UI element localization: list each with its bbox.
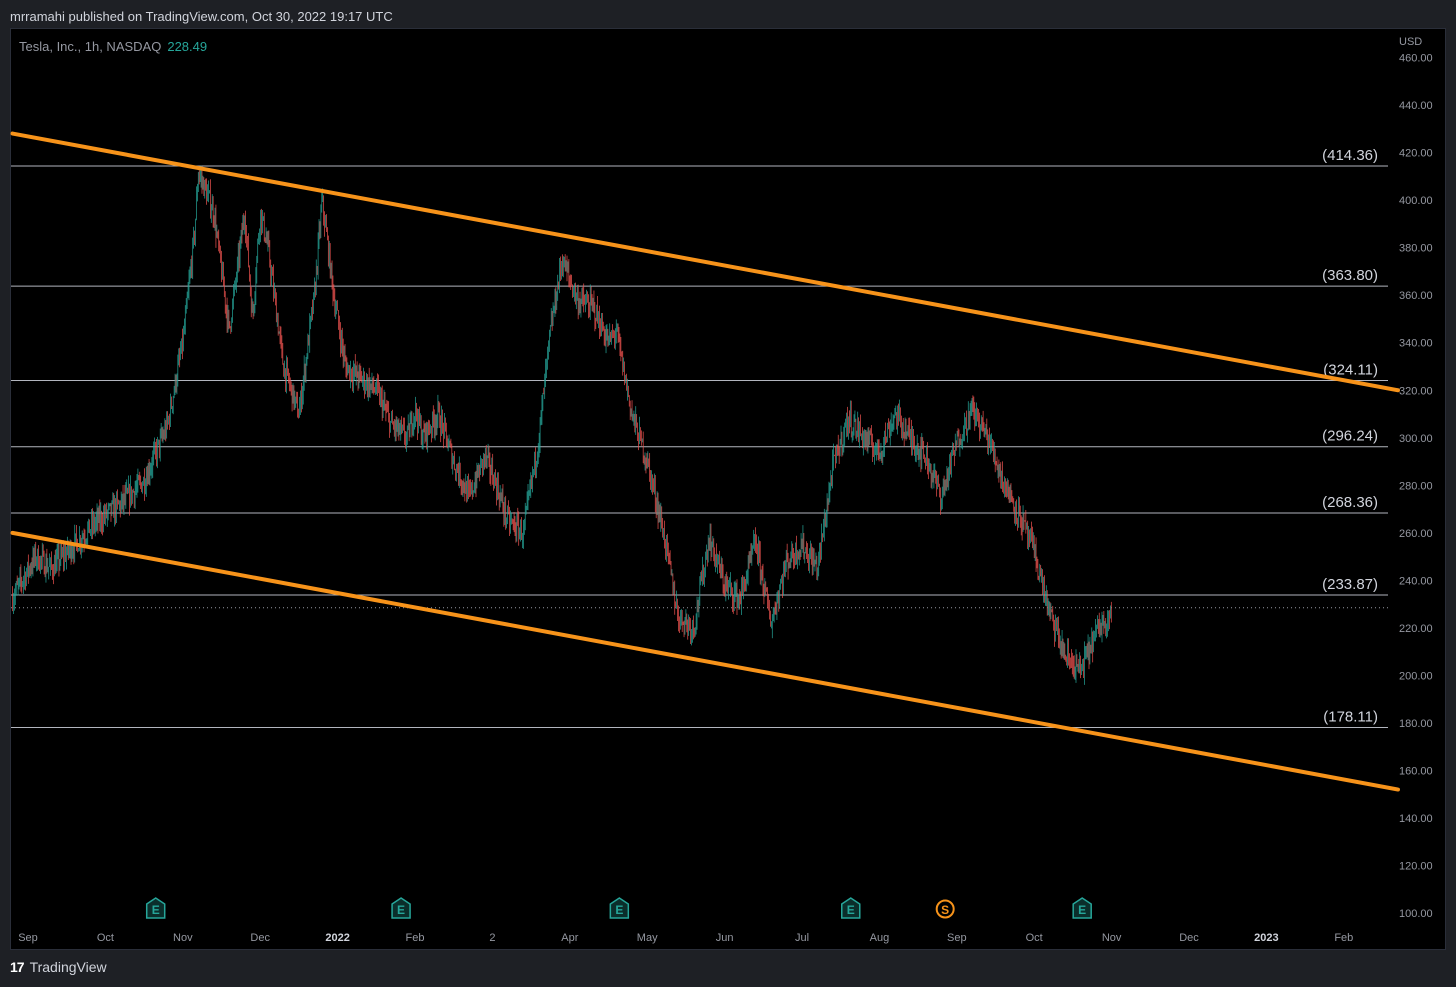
svg-text:E: E [397,903,405,917]
footer-brand[interactable]: 17 TradingView [10,959,107,975]
event-marker: S [935,899,955,919]
x-tick-label: Apr [561,932,578,944]
y-tick-label: 460.00 [1399,53,1433,65]
y-tick-label: 400.00 [1399,195,1433,207]
y-tick-label: 160.00 [1399,766,1433,778]
event-marker: E [1072,897,1092,919]
y-tick-label: 320.00 [1399,385,1433,397]
y-tick-label: 100.00 [1399,908,1433,920]
y-tick-label: 200.00 [1399,670,1433,682]
level-label: (233.87) [1322,576,1378,593]
tradingview-logo-icon: 17 [10,959,25,975]
x-tick-label: 2022 [325,932,349,944]
level-label: (296.24) [1322,428,1378,445]
x-tick-label: May [637,932,658,944]
horizontal-levels: (414.36) (363.80) (324.11) (296.24) (268.36)… [11,147,1388,728]
y-tick-label: 440.00 [1399,100,1433,112]
trendlines [10,131,1400,792]
level-label: (324.11) [1323,361,1378,378]
y-tick-label: 360.00 [1399,290,1433,302]
last-price: 228.49 [167,39,208,54]
event-marker: E [841,897,861,919]
y-tick-label: 260.00 [1399,528,1433,540]
x-tick-label: Dec [250,932,270,944]
y-tick-label: 280.00 [1399,480,1433,492]
x-tick-label: Aug [870,932,890,944]
publisher-header: mrramahi published on TradingView.com, O… [10,9,393,24]
brand-name: TradingView [29,959,107,975]
x-tick-label: Sep [18,932,38,944]
event-marker: E [391,897,411,919]
x-tick-label: Oct [1026,932,1043,944]
x-tick-label: 2023 [1254,932,1278,944]
y-tick-label: 300.00 [1399,433,1433,445]
svg-text:E: E [847,903,855,917]
level-label: (268.36) [1322,494,1378,511]
x-tick-label: Nov [1102,932,1122,944]
x-tick-label: 2 [489,932,495,944]
symbol-title: Tesla, Inc., 1h, NASDAQ [19,39,162,54]
svg-text:E: E [615,903,623,917]
x-tick-label: Nov [173,932,193,944]
y-tick-label: 120.00 [1399,861,1433,873]
y-tick-label: 340.00 [1399,338,1433,350]
y-tick-label: 220.00 [1399,623,1433,635]
x-tick-label: Dec [1179,932,1199,944]
x-tick-label: Jul [795,932,809,944]
x-tick-label: Feb [406,932,425,944]
level-label: (363.80) [1322,267,1378,284]
x-tick-label: Sep [947,932,967,944]
svg-text:S: S [941,903,949,917]
y-tick-label: 240.00 [1399,575,1433,587]
level-label: (178.11) [1323,708,1378,725]
trendline-lower [10,530,1400,792]
currency-label: USD [1399,36,1422,48]
chart-frame[interactable] [10,28,1446,950]
y-tick-label: 380.00 [1399,243,1433,255]
y-tick-label: 140.00 [1399,813,1433,825]
time-axis: Sep Oct Nov Dec 2022 Feb 2 Apr May Jun Jul Aug Sep Oc… [18,932,1353,944]
x-tick-label: Jun [716,932,734,944]
symbol-legend: Tesla, Inc., 1h, NASDAQ 228.49 [19,39,207,54]
x-tick-label: Feb [1334,932,1353,944]
candlestick-series [12,165,1112,685]
svg-text:E: E [152,903,160,917]
trendline-upper [10,131,1400,393]
event-marker: E [145,897,166,919]
svg-text:E: E [1078,903,1086,917]
event-marker: E [609,897,630,919]
x-tick-label: Oct [97,932,114,944]
y-tick-label: 180.00 [1399,718,1433,730]
price-axis: 100.00 120.00 140.00 160.00 180.00 200.00 220.… [1399,53,1433,921]
y-tick-label: 420.00 [1399,148,1433,160]
level-label: (414.36) [1322,147,1378,164]
